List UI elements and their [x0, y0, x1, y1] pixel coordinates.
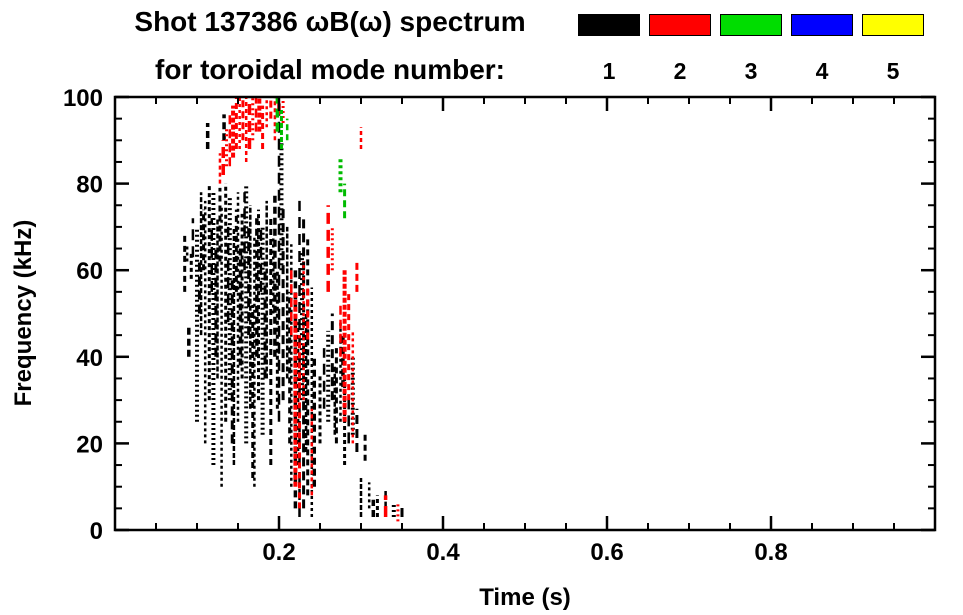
legend-numbers: 1 2 3 4 5: [578, 58, 924, 85]
svg-text:0: 0: [90, 518, 103, 545]
legend-swatches: [578, 14, 924, 36]
svg-text:0.6: 0.6: [590, 539, 623, 566]
svg-text:0.2: 0.2: [262, 539, 295, 566]
legend-swatch-mode-5: [862, 14, 924, 36]
legend-label-mode-4: 4: [815, 58, 829, 84]
svg-text:80: 80: [76, 172, 103, 199]
chart-title-line-1: Shot 137386 ωB(ω) spectrum: [134, 6, 526, 37]
legend-swatch-mode-3: [720, 14, 782, 36]
legend-label-mode-1: 1: [602, 58, 616, 84]
svg-text:100: 100: [63, 85, 103, 112]
x-axis-title: Time (s): [479, 584, 571, 611]
svg-text:0.4: 0.4: [426, 539, 460, 566]
legend-swatch-mode-4: [791, 14, 853, 36]
svg-text:60: 60: [76, 258, 103, 285]
svg-text:20: 20: [76, 431, 103, 458]
y-axis-title: Frequency (kHz): [10, 219, 37, 407]
chart-title-line-2: for toroidal mode number:: [155, 54, 505, 85]
legend-label-mode-2: 2: [673, 58, 687, 84]
legend-label-mode-3: 3: [744, 58, 758, 84]
legend-label-mode-5: 5: [886, 58, 900, 84]
svg-text:0.8: 0.8: [754, 539, 787, 566]
legend-swatch-mode-2: [649, 14, 711, 36]
legend-swatch-mode-1: [578, 14, 640, 36]
svg-text:40: 40: [76, 345, 103, 372]
